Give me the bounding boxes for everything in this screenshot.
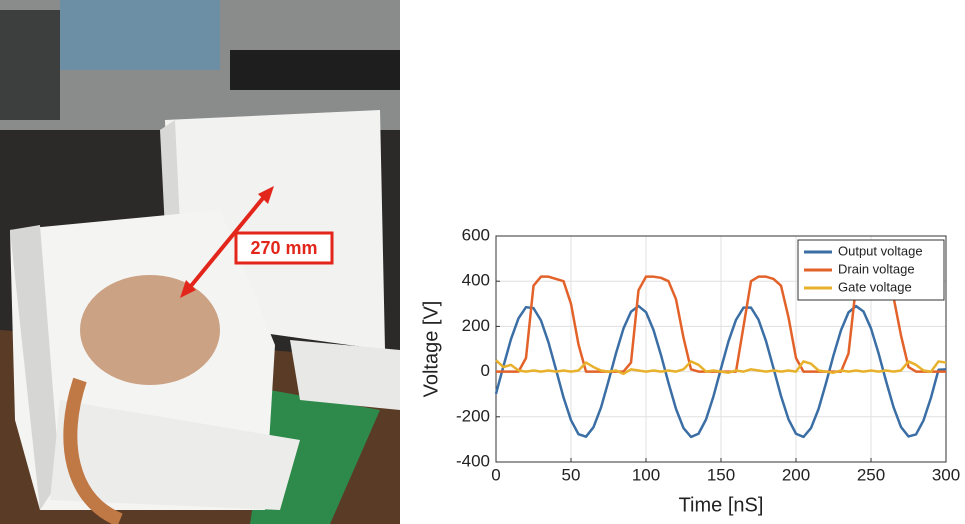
x-tick-label: 250 <box>857 465 885 484</box>
y-tick-label: 200 <box>462 316 490 335</box>
photo: 270 mm <box>0 0 400 524</box>
y-tick-label: -400 <box>456 451 490 470</box>
x-tick-label: 50 <box>562 465 581 484</box>
series-line <box>494 304 947 439</box>
y-tick-label: -200 <box>456 406 490 425</box>
legend-label: Gate voltage <box>838 279 912 294</box>
y-axis-label: Voltage [V] <box>420 301 442 398</box>
legend-label: Drain voltage <box>838 261 915 276</box>
x-tick-label: 0 <box>491 465 500 484</box>
y-tick-label: 0 <box>481 361 490 380</box>
chart: 0 50 100 150 200 250 300 -400 -200 0 200 400 600 Time… <box>420 225 960 516</box>
x-tick-label: 300 <box>932 465 960 484</box>
x-tick-label: 200 <box>782 465 810 484</box>
y-tick-label: 400 <box>462 271 490 290</box>
photo-annotation: 270 mm <box>250 238 317 258</box>
series-line <box>495 359 947 376</box>
plot-frame <box>495 235 947 463</box>
x-axis-label: Time [nS] <box>679 494 764 516</box>
x-tick-label: 100 <box>632 465 660 484</box>
y-tick-label: 600 <box>462 225 490 244</box>
x-tick-label: 150 <box>707 465 735 484</box>
legend-label: Output voltage <box>838 243 923 258</box>
